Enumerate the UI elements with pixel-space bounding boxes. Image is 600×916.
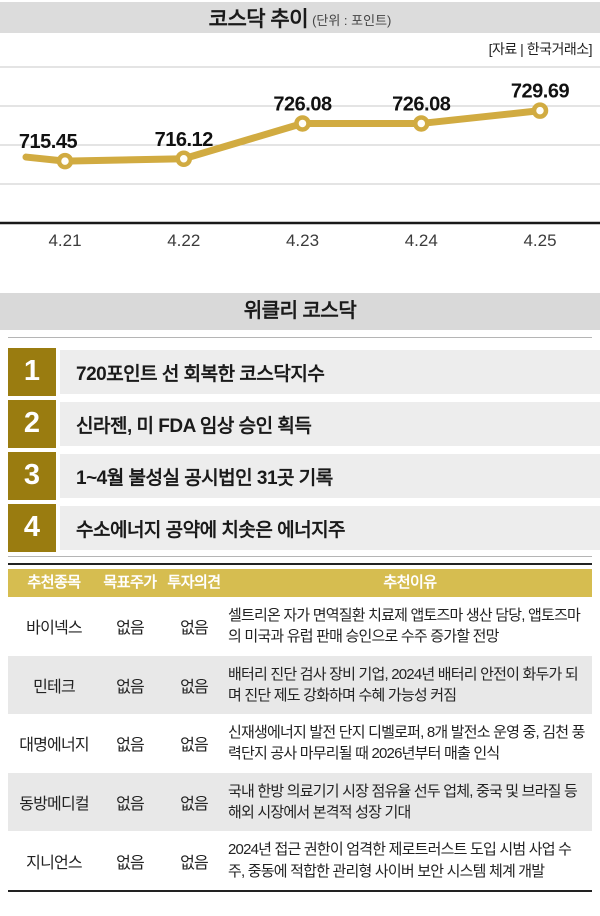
table-row: 바이넥스 없음 없음 셀트리온 자가 면역질환 치료제 앱토즈마 생산 담당, … xyxy=(8,597,592,656)
weekly-section-title: 위클리 코스닥 xyxy=(0,293,600,330)
svg-text:4.24: 4.24 xyxy=(405,231,438,250)
svg-text:726.08: 726.08 xyxy=(273,93,332,115)
recommendation-reason: 배터리 진단 검사 장비 기업, 2024년 배터리 안전이 화두가 되며 진단… xyxy=(228,665,579,704)
investment-opinion: 없음 xyxy=(180,854,209,872)
rank-4-badge: 4 xyxy=(8,504,56,552)
stock-name: 바이넥스 xyxy=(26,620,82,638)
rank-3-badge: 3 xyxy=(8,452,56,500)
svg-text:715.45: 715.45 xyxy=(19,131,78,153)
target-price: 없음 xyxy=(116,854,145,872)
col-header-target-price: 목표주가 xyxy=(103,574,157,591)
divider xyxy=(8,337,592,338)
svg-text:716.12: 716.12 xyxy=(155,129,214,151)
table-top-border xyxy=(8,563,592,565)
weekly-item-text: 1~4월 불성실 공시법인 31곳 기록 xyxy=(60,454,600,498)
investment-opinion: 없음 xyxy=(180,620,209,638)
svg-text:726.08: 726.08 xyxy=(392,93,451,115)
chart-title: 코스닥 추이 xyxy=(208,7,309,31)
target-price: 없음 xyxy=(116,796,145,814)
recommendation-reason: 셀트리온 자가 면역질환 치료제 앱토즈마 생산 담당, 앱토즈마의 미국과 유… xyxy=(228,607,581,646)
weekly-item: 1 720포인트 선 회복한 코스닥지수 xyxy=(8,348,600,396)
kosdaq-trend-chart: 715.45 4.21 716.12 4.22 726.08 4.23 726.08 4.24… xyxy=(0,66,600,250)
weekly-item: 3 1~4월 불성실 공시법인 31곳 기록 xyxy=(8,452,600,500)
weekly-item: 2 신라젠, 미 FDA 임상 승인 획득 xyxy=(8,400,600,448)
svg-text:729.69: 729.69 xyxy=(511,81,570,103)
stock-name: 대명에너지 xyxy=(19,737,89,755)
chart-unit-label: (단위 : 포인트) xyxy=(312,12,392,28)
rank-2-badge: 2 xyxy=(8,400,56,448)
svg-text:4.23: 4.23 xyxy=(286,231,319,250)
data-source-label: [자료 | 한국거래소] xyxy=(488,41,593,57)
recommendation-reason: 신재생에너지 발전 단지 디벨로퍼, 8개 발전소 운영 중, 김천 풍력단지 … xyxy=(228,724,585,763)
table-header-row: 추천종목 목표주가 투자의견 추천이유 xyxy=(8,569,592,597)
weekly-item: 4 수소에너지 공약에 치솟은 에너지주 xyxy=(8,504,600,552)
stock-name: 지니언스 xyxy=(26,854,82,872)
weekly-item-text: 수소에너지 공약에 치솟은 에너지주 xyxy=(60,506,600,550)
col-header-opinion: 투자의견 xyxy=(167,574,221,591)
table-row: 지니언스 없음 없음 2024년 접근 권한이 엄격한 제로트러스트 도입 시범… xyxy=(8,831,592,890)
table-row: 대명에너지 없음 없음 신재생에너지 발전 단지 디벨로퍼, 8개 발전소 운영… xyxy=(8,714,592,773)
table-row: 민테크 없음 없음 배터리 진단 검사 장비 기업, 2024년 배터리 안전이… xyxy=(8,655,592,715)
recommendation-reason: 국내 한방 의료기기 시장 점유율 선두 업체, 중국 및 브라질 등 해외 시… xyxy=(228,782,578,822)
weekly-list: 1 720포인트 선 회복한 코스닥지수 2 신라젠, 미 FDA 임상 승인 … xyxy=(0,348,600,552)
recommendation-table: 추천종목 목표주가 투자의견 추천이유 바이넥스 없음 없음 셀트리온 자가 면… xyxy=(8,569,592,890)
stock-name: 동방메디컬 xyxy=(19,796,89,814)
target-price: 없음 xyxy=(116,678,145,696)
chart-title-bar: 코스닥 추이 (단위 : 포인트) xyxy=(0,2,600,33)
rank-1-badge: 1 xyxy=(8,348,56,396)
investment-opinion: 없음 xyxy=(180,678,209,696)
stock-name: 민테크 xyxy=(33,678,76,696)
weekly-item-text: 720포인트 선 회복한 코스닥지수 xyxy=(60,350,600,394)
recommendation-reason: 2024년 접근 권한이 엄격한 제로트러스트 도입 시범 사업 수주, 중동에… xyxy=(228,841,572,880)
target-price: 없음 xyxy=(116,620,145,638)
target-price: 없음 xyxy=(116,737,145,755)
svg-text:4.22: 4.22 xyxy=(167,231,200,250)
svg-text:4.21: 4.21 xyxy=(48,231,81,250)
table-bottom-border xyxy=(8,889,592,892)
col-header-reason: 추천이유 xyxy=(383,574,437,591)
weekly-item-text: 신라젠, 미 FDA 임상 승인 획득 xyxy=(60,402,600,446)
investment-opinion: 없음 xyxy=(180,737,209,755)
col-header-stock: 추천종목 xyxy=(27,574,81,591)
investment-opinion: 없음 xyxy=(180,796,209,814)
svg-text:4.25: 4.25 xyxy=(523,231,556,250)
table-row: 동방메디컬 없음 없음 국내 한방 의료기기 시장 점유율 선두 업체, 중국 … xyxy=(8,772,592,832)
divider xyxy=(8,556,592,557)
